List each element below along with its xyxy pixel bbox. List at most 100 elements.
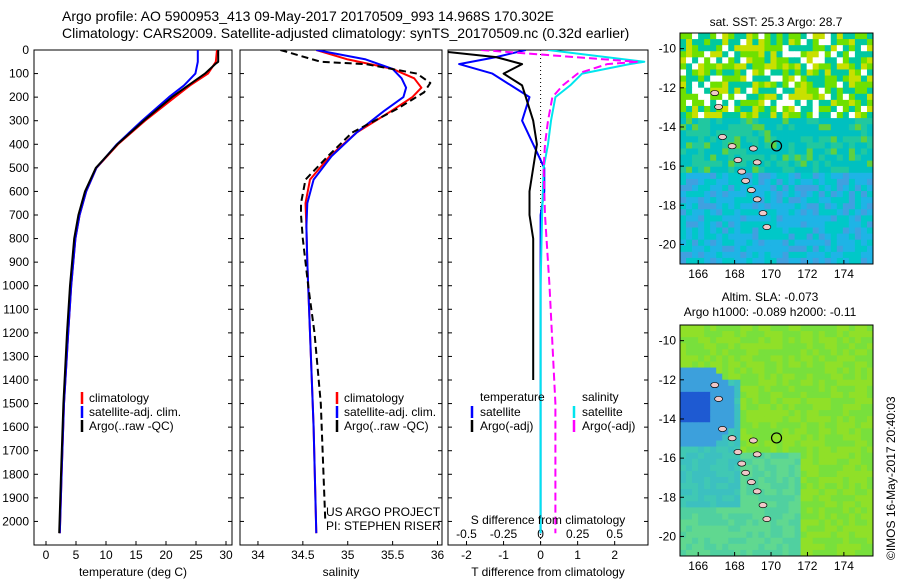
map-cell — [710, 349, 717, 356]
map-cell — [818, 476, 826, 484]
map-cell — [842, 215, 850, 222]
map-cell — [830, 337, 838, 344]
map-cell — [830, 452, 838, 460]
map-cell — [776, 537, 783, 545]
map-cell — [752, 422, 759, 429]
map-cell — [692, 470, 699, 478]
map-x-tick-label: 170 — [761, 267, 781, 281]
temperature-line-0 — [58, 50, 218, 534]
map-cell — [680, 349, 687, 356]
map-cell — [722, 507, 729, 514]
map-cell — [800, 458, 808, 466]
sla-map-subtitle: Argo h1000: -0.089 h2000: -0.11 — [684, 305, 857, 319]
map-cell — [692, 525, 699, 533]
map-cell — [698, 39, 705, 46]
map-cell — [746, 464, 753, 472]
map-cell — [722, 379, 729, 387]
map-cell — [716, 343, 723, 350]
map-cell — [836, 476, 844, 484]
map-cell — [716, 440, 723, 447]
map-cell — [854, 172, 862, 180]
map-cell — [680, 507, 687, 514]
map-cell — [734, 118, 741, 125]
map-cell — [800, 440, 808, 447]
map-cell — [698, 227, 705, 235]
map-cell — [770, 331, 777, 338]
map-cell — [716, 428, 723, 435]
map-cell — [794, 172, 802, 180]
map-cell — [776, 251, 783, 259]
map-cell — [686, 470, 693, 478]
map-cell — [812, 385, 820, 393]
map-y-tick-label: -14 — [659, 412, 677, 426]
x-tick-label: 30 — [219, 548, 233, 562]
map-cell — [758, 428, 765, 435]
map-cell — [782, 367, 789, 375]
map-cell — [806, 464, 814, 472]
map-cell — [710, 203, 717, 210]
map-cell — [746, 245, 753, 253]
map-cell — [812, 251, 820, 259]
map-cell — [770, 422, 777, 429]
map-cell — [866, 136, 873, 143]
legend-climatology: climatology — [89, 391, 149, 405]
map-cell — [866, 124, 873, 131]
map-cell — [842, 239, 850, 247]
map-cell — [692, 549, 699, 556]
map-cell — [830, 178, 838, 186]
map-cell — [698, 397, 705, 405]
map-cell — [746, 440, 753, 447]
map-cell — [818, 245, 826, 253]
map-cell — [758, 63, 765, 70]
depth-tick-label: 1600 — [2, 420, 29, 434]
map-cell — [830, 57, 838, 64]
map-cell — [734, 209, 741, 216]
map-cell — [710, 397, 717, 405]
map-cell — [680, 227, 687, 235]
map-cell — [842, 203, 850, 210]
map-cell — [842, 166, 850, 174]
map-cell — [848, 519, 856, 527]
map-cell — [752, 124, 759, 131]
map-cell — [794, 476, 802, 484]
map-cell — [848, 203, 856, 210]
map-cell — [800, 33, 808, 40]
map-cell — [866, 501, 873, 508]
map-cell — [830, 197, 838, 204]
map-cell — [860, 440, 868, 447]
map-cell — [854, 51, 862, 58]
map-cell — [776, 51, 783, 58]
map-cell — [746, 397, 753, 405]
map-cell — [836, 410, 844, 417]
map-cell — [860, 349, 868, 356]
map-cell — [716, 33, 723, 40]
island — [748, 437, 758, 444]
map-cell — [758, 45, 765, 52]
map-cell — [836, 440, 844, 447]
map-cell — [794, 33, 802, 40]
map-cell — [836, 416, 844, 423]
map-cell — [800, 233, 808, 241]
map-cell — [692, 209, 699, 216]
map-cell — [710, 81, 717, 89]
map-cell — [812, 537, 820, 545]
map-cell — [860, 184, 868, 192]
depth-tick-label: 1800 — [2, 467, 29, 481]
map-cell — [812, 525, 820, 533]
map-cell — [818, 404, 826, 411]
map-cell — [830, 166, 838, 174]
map-cell — [740, 184, 747, 192]
map-cell — [746, 483, 753, 490]
map-cell — [746, 227, 753, 235]
map-cell — [734, 397, 741, 405]
map-cell — [794, 118, 802, 125]
salinity-line-1 — [305, 50, 408, 534]
map-cell — [740, 525, 747, 533]
map-cell — [800, 239, 808, 247]
map-cell — [710, 537, 717, 545]
map-cell — [776, 191, 783, 198]
map-cell — [704, 57, 711, 64]
map-cell — [728, 57, 735, 64]
map-cell — [746, 452, 753, 460]
map-cell — [776, 458, 783, 466]
